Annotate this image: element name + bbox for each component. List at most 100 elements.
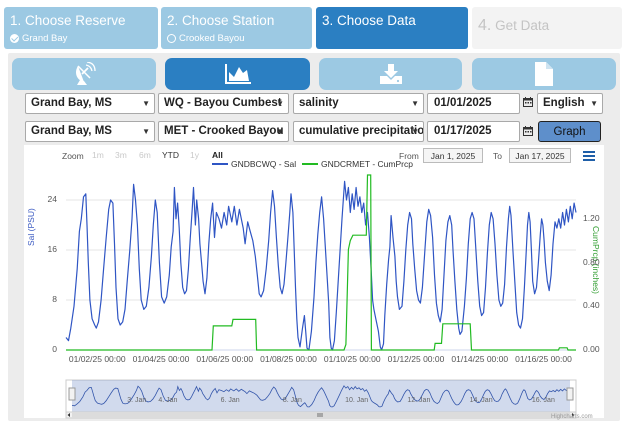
legend-label: GNDCRMET - CumPrcp: [321, 159, 413, 169]
legend-swatch: [212, 163, 228, 165]
zoom-all-button[interactable]: All: [212, 150, 223, 160]
navigator-tick-label: 3. Jan: [127, 397, 147, 404]
graph-button[interactable]: Graph: [538, 121, 601, 142]
start-date-value: 01/01/2025: [434, 97, 492, 109]
map-view-button[interactable]: [12, 58, 156, 90]
y-tick-right: 1.20: [583, 212, 600, 223]
reserve-select-2[interactable]: Grand Bay, MS ▼: [25, 121, 155, 142]
chevron-down-icon: ▼: [590, 99, 598, 108]
navigator-selection: [72, 380, 570, 412]
series-line-salinity: [65, 180, 577, 351]
step-selection: Grand Bay: [22, 33, 68, 44]
step-title: 2. Choose Station: [167, 13, 275, 28]
from-label: From: [399, 151, 419, 161]
step-number: 4.: [478, 17, 492, 34]
x-tick-label: 01/10/25 00:00: [323, 354, 381, 364]
reserve-select[interactable]: Grand Bay, MS ▼: [25, 93, 155, 114]
parameter-select-2[interactable]: cumulative precipitation ▼: [293, 121, 424, 142]
step-title: 3. Choose Data: [322, 13, 416, 28]
step-choose-reserve[interactable]: 1. Choose Reserve Grand Bay: [4, 7, 158, 49]
calendar-icon[interactable]: [523, 126, 533, 136]
station-select-value: WQ - Bayou Cumbest: [164, 97, 282, 109]
navigator-tick-label: 8. Jan: [282, 397, 302, 404]
end-date-input[interactable]: 01/17/2025: [427, 121, 520, 142]
download-view-button[interactable]: [319, 58, 462, 90]
start-date-input[interactable]: 01/01/2025: [427, 93, 520, 114]
reserve-select-value: Grand Bay, MS: [31, 97, 112, 109]
legend-label: GNDBCWQ - Sal: [231, 159, 297, 169]
y-tick-right: 0.00: [583, 344, 600, 354]
zoom-6m-button[interactable]: 6m: [139, 150, 151, 160]
step-title: Get Data: [491, 18, 550, 33]
chevron-down-icon: ▼: [411, 127, 419, 136]
zoom-ytd-button[interactable]: YTD: [162, 150, 179, 160]
parameter-select-value: cumulative precipitation: [299, 125, 424, 137]
reserve-select-value: Grand Bay, MS: [31, 125, 112, 137]
y-tick-left: 16: [47, 244, 57, 254]
report-view-button[interactable]: [472, 58, 616, 90]
circle-outline-icon: [167, 34, 176, 43]
chevron-down-icon: ▼: [276, 127, 284, 136]
x-tick-label: 01/06/25 00:00: [196, 354, 254, 364]
navigator-handle: [68, 387, 76, 401]
zoom-1m-button[interactable]: 1m: [92, 150, 104, 160]
station-select[interactable]: WQ - Bayou Cumbest ▼: [158, 93, 289, 114]
station-select-value: MET - Crooked Bayou: [164, 125, 284, 137]
step-choose-station[interactable]: 2. Choose Station Crooked Bayou: [161, 7, 312, 49]
chevron-down-icon: ▼: [142, 99, 150, 108]
x-tick-label: 01/08/25 00:00: [260, 354, 317, 364]
step-choose-data[interactable]: 3. Choose Data: [316, 7, 468, 49]
y-tick-left: 0: [52, 344, 57, 354]
zoom-1y-button[interactable]: 1y: [190, 150, 199, 160]
parameter-select[interactable]: salinity ▼: [293, 93, 424, 114]
to-date-input[interactable]: Jan 17, 2025: [509, 148, 571, 163]
y-tick-right: 0.80: [583, 256, 600, 267]
legend-item-precipitation[interactable]: GNDCRMET - CumPrcp: [302, 159, 413, 169]
satellite-dish-icon: [76, 62, 96, 85]
parameter-select-value: salinity: [299, 97, 339, 109]
scroll-left-icon: [67, 413, 70, 417]
legend-item-salinity[interactable]: GNDBCWQ - Sal: [212, 159, 296, 169]
navigator-handle: [566, 387, 574, 401]
to-label: To: [493, 151, 502, 161]
navigator-tick-label: 12. Jan: [407, 397, 431, 404]
chart-credit: Highcharts.com: [551, 414, 593, 420]
y-tick-left: 8: [52, 294, 57, 304]
step-selection: Crooked Bayou: [179, 33, 245, 44]
navigator-tick-label: 14. Jan: [469, 397, 493, 404]
chevron-down-icon: ▼: [276, 99, 284, 108]
legend-swatch: [302, 163, 318, 165]
x-tick-label: 01/14/25 00:00: [451, 354, 509, 364]
navigator-tick-label: 10. Jan: [345, 397, 369, 404]
units-select[interactable]: English ▼: [537, 93, 603, 114]
grip-icon: [317, 413, 323, 417]
zoom-3m-button[interactable]: 3m: [115, 150, 127, 160]
x-tick-label: 01/02/25 00:00: [68, 354, 126, 364]
y-tick-right: 0.40: [583, 300, 600, 311]
calendar-icon[interactable]: [523, 97, 533, 107]
scroll-right-icon: [572, 413, 575, 417]
navigator-tick-label: 6. Jan: [220, 397, 240, 404]
zoom-label: Zoom: [62, 151, 84, 161]
navigator-tick-label: 16. Jan: [531, 397, 555, 404]
units-select-value: English: [543, 97, 585, 109]
end-date-value: 01/17/2025: [434, 125, 492, 137]
download-icon: [379, 64, 402, 84]
graph-view-button[interactable]: [165, 58, 310, 90]
chart-container: [24, 145, 604, 418]
navigator-tick-label: 4. Jan: [158, 397, 178, 404]
station-select-2[interactable]: MET - Crooked Bayou ▼: [158, 121, 289, 142]
navigator-scrollbar-thumb: [72, 412, 570, 418]
from-date-input[interactable]: Jan 1, 2025: [423, 148, 483, 163]
hamburger-menu-icon[interactable]: [582, 149, 596, 163]
navigator-series: [71, 385, 571, 408]
area-chart-icon: [224, 64, 251, 84]
series-line-precipitation: [66, 174, 576, 351]
step-title: 1. Choose Reserve: [10, 13, 126, 28]
y-tick-left: 24: [47, 194, 57, 204]
x-tick-label: 01/04/25 00:00: [132, 354, 190, 364]
x-tick-label: 01/12/25 00:00: [387, 354, 445, 364]
document-icon: [535, 62, 553, 86]
